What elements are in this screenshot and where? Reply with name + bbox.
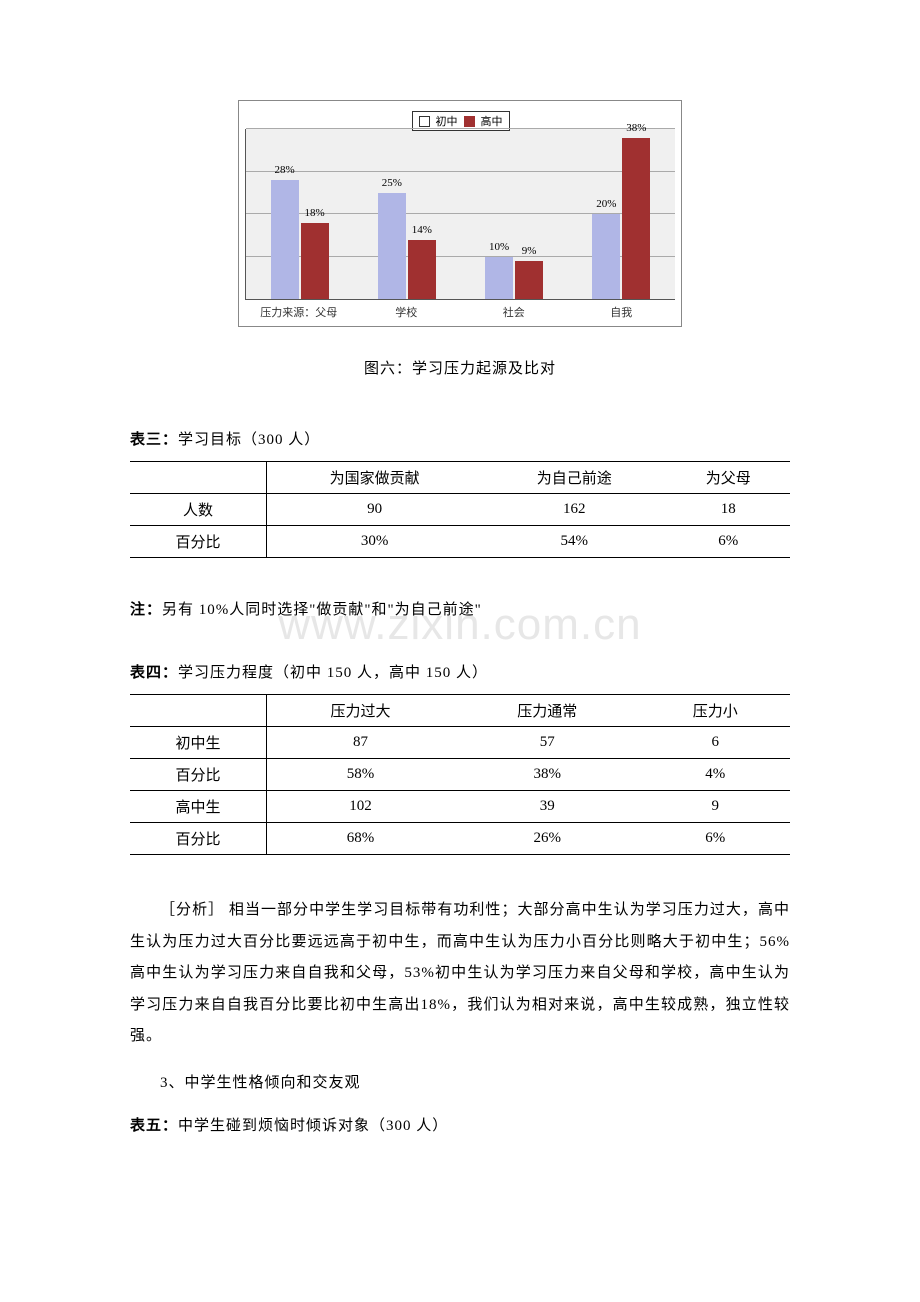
table-cell: 6 <box>640 727 790 759</box>
note-line: 注：另有 10%人同时选择"做贡献"和"为自己前途" <box>130 598 790 619</box>
legend-swatch-junior <box>419 116 430 127</box>
chart6-container: 初中 高中 28%18%25%14%10%9%20%38% 压力来源：父母学校社… <box>238 100 682 327</box>
bar-group: 25%14% <box>353 129 460 299</box>
table-column-header: 为父母 <box>666 462 790 494</box>
table4: 压力过大压力通常压力小初中生87576 百分比58%38%4% 高中生102399 百… <box>130 694 790 855</box>
note-text: 另有 10%人同时选择"做贡献"和"为自己前途" <box>162 602 482 618</box>
bar-value-label: 18% <box>305 207 325 219</box>
table-cell: 26% <box>454 823 640 855</box>
section3-heading: 3、中学生性格倾向和交友观 <box>130 1068 790 1100</box>
table-column-header: 压力过大 <box>267 695 455 727</box>
x-axis-label: 社会 <box>460 304 568 320</box>
table-corner <box>130 462 267 494</box>
bar: 20% <box>592 214 620 299</box>
table-cell: 54% <box>482 526 666 558</box>
table3: 为国家做贡献为自己前途为父母人数9016218 百分比30%54%6% <box>130 461 790 558</box>
bar-group: 20%38% <box>568 129 675 299</box>
table-row-header: 百分比 <box>130 759 267 791</box>
legend-swatch-senior <box>464 116 475 127</box>
note-bold: 注： <box>130 602 162 618</box>
bar: 25% <box>378 193 406 299</box>
table-row-header: 百分比 <box>130 823 267 855</box>
bar: 38% <box>622 138 650 300</box>
bar: 28% <box>271 180 299 299</box>
title-text: 中学生碰到烦恼时倾诉对象（300 人） <box>178 1118 448 1134</box>
bar-value-label: 10% <box>489 241 509 253</box>
bar-value-label: 28% <box>275 164 295 176</box>
table-cell: 6% <box>640 823 790 855</box>
bar: 9% <box>515 261 543 299</box>
table-column-header: 为自己前途 <box>482 462 666 494</box>
table-corner <box>130 695 267 727</box>
bar-value-label: 14% <box>412 224 432 236</box>
bar: 10% <box>485 257 513 300</box>
x-axis-label: 自我 <box>568 304 676 320</box>
title-bold: 表三： <box>130 432 178 448</box>
table-row-header: 百分比 <box>130 526 267 558</box>
table-cell: 57 <box>454 727 640 759</box>
table-cell: 87 <box>267 727 455 759</box>
table-cell: 9 <box>640 791 790 823</box>
x-axis-label: 学校 <box>353 304 461 320</box>
analysis-paragraph: ［分析］ 相当一部分中学生学习目标带有功利性；大部分高中生认为学习压力过大，高中… <box>130 895 790 1053</box>
table-cell: 102 <box>267 791 455 823</box>
bar: 14% <box>408 240 436 300</box>
chart6-x-labels: 压力来源：父母学校社会自我 <box>245 304 675 320</box>
table-cell: 68% <box>267 823 455 855</box>
table3-title: 表三：学习目标（300 人） <box>130 428 790 449</box>
table-cell: 90 <box>267 494 483 526</box>
bar-value-label: 25% <box>382 177 402 189</box>
table-cell: 162 <box>482 494 666 526</box>
bar-value-label: 20% <box>596 198 616 210</box>
table-row-header: 人数 <box>130 494 267 526</box>
legend-label: 初中 <box>436 113 458 129</box>
legend-label: 高中 <box>481 113 503 129</box>
title-text: 学习压力程度（初中 150 人，高中 150 人） <box>178 665 488 681</box>
table4-title: 表四：学习压力程度（初中 150 人，高中 150 人） <box>130 661 790 682</box>
x-axis-label: 压力来源：父母 <box>245 304 353 320</box>
bar-value-label: 9% <box>522 245 537 257</box>
table-column-header: 压力小 <box>640 695 790 727</box>
table-cell: 39 <box>454 791 640 823</box>
title-bold: 表四： <box>130 665 178 681</box>
table-cell: 6% <box>666 526 790 558</box>
table-cell: 58% <box>267 759 455 791</box>
table-cell: 30% <box>267 526 483 558</box>
chart6-bars: 28%18%25%14%10%9%20%38% <box>246 129 675 299</box>
table-cell: 18 <box>666 494 790 526</box>
title-text: 学习目标（300 人） <box>178 432 320 448</box>
bar: 18% <box>301 223 329 300</box>
table-cell: 38% <box>454 759 640 791</box>
chart6-caption: 图六：学习压力起源及比对 <box>130 357 790 378</box>
table-cell: 4% <box>640 759 790 791</box>
chart6-plot: 初中 高中 28%18%25%14%10%9%20%38% <box>245 129 675 300</box>
table-row-header: 高中生 <box>130 791 267 823</box>
table-column-header: 为国家做贡献 <box>267 462 483 494</box>
bar-value-label: 38% <box>626 122 646 134</box>
bar-group: 10%9% <box>461 129 568 299</box>
table-row-header: 初中生 <box>130 727 267 759</box>
bar-group: 28%18% <box>246 129 353 299</box>
table5-title: 表五：中学生碰到烦恼时倾诉对象（300 人） <box>130 1114 790 1135</box>
title-bold: 表五： <box>130 1118 178 1134</box>
table-column-header: 压力通常 <box>454 695 640 727</box>
